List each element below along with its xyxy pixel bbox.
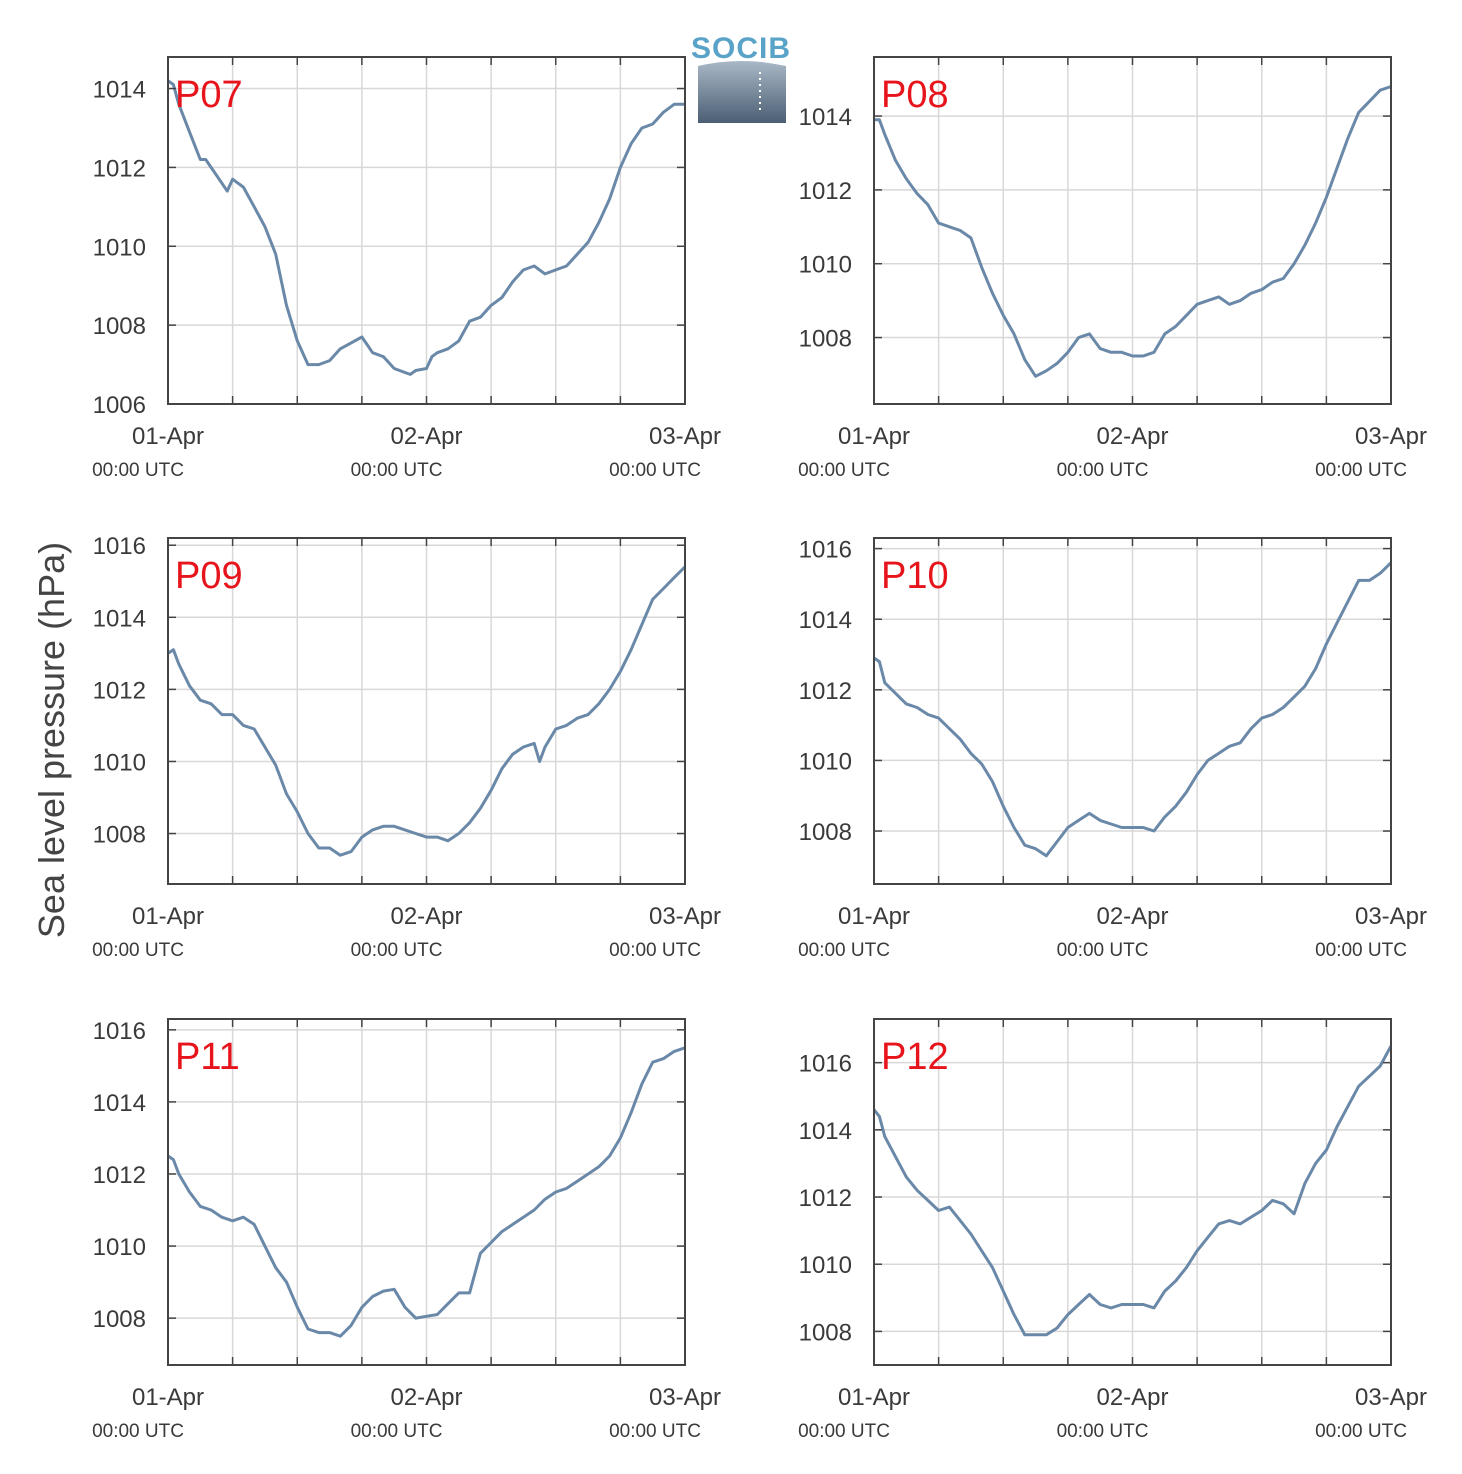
x-tick-sublabel: 00:00 UTC (1057, 460, 1149, 481)
series-line-p08 (874, 85, 1392, 378)
x-tick-sublabel: 00:00 UTC (798, 460, 890, 481)
y-tick-label: 1012 (93, 1162, 146, 1189)
x-tick-sublabel: 00:00 UTC (1057, 1421, 1149, 1442)
x-tick-label: 01-Apr (132, 423, 204, 450)
panel-p07: 1006 1008 1010 1012 1014 01-Apr 00:00 UTC 02-Ap… (92, 56, 721, 481)
y-axis-label: Sea level pressure (hPa) (31, 542, 72, 938)
series-line-p11 (167, 1046, 686, 1338)
panel-p09: 1008 1010 1012 1014 1016 01-Apr 00:00 UTC 02-Ap… (92, 533, 721, 961)
x-tick-sublabel: 00:00 UTC (609, 940, 701, 961)
panel-label: P09 (175, 555, 243, 597)
y-tick-label: 1014 (799, 607, 852, 634)
x-tick-sublabel: 00:00 UTC (798, 940, 890, 961)
x-tick-label: 02-Apr (1096, 1384, 1168, 1411)
panel-p11: 1008 1010 1012 1014 1016 01-Apr 00:00 UTC 02-Ap… (92, 1018, 721, 1442)
y-tick-label: 1012 (799, 678, 852, 705)
x-tick-sublabel: 00:00 UTC (798, 1421, 890, 1442)
socib-logo: SOCIB (691, 32, 791, 123)
y-tick-label: 1010 (93, 749, 146, 776)
x-tick-sublabel: 00:00 UTC (92, 1421, 184, 1442)
panel-label: P07 (175, 74, 243, 116)
x-tick-label: 02-Apr (390, 423, 462, 450)
y-tick-label: 1012 (799, 1185, 852, 1212)
y-tick-label: 1010 (799, 748, 852, 775)
x-tick-label: 01-Apr (132, 1384, 204, 1411)
y-tick-label: 1012 (799, 178, 852, 205)
y-tick-label: 1008 (799, 819, 852, 846)
y-tick-label: 1010 (799, 252, 852, 279)
x-tick-sublabel: 00:00 UTC (92, 940, 184, 961)
series-line-p10 (873, 561, 1393, 858)
x-tick-label: 03-Apr (649, 423, 721, 450)
x-tick-label: 02-Apr (1096, 903, 1168, 930)
x-tick-sublabel: 00:00 UTC (92, 460, 184, 481)
x-tick-sublabel: 00:00 UTC (609, 1421, 701, 1442)
x-tick-label: 03-Apr (649, 903, 721, 930)
panel-label: P10 (881, 555, 949, 597)
x-tick-label: 01-Apr (838, 1384, 910, 1411)
y-tick-label: 1016 (93, 1018, 146, 1045)
x-tick-sublabel: 00:00 UTC (1315, 940, 1407, 961)
series-line-p12 (872, 1045, 1393, 1337)
y-tick-label: 1016 (799, 1051, 852, 1078)
y-tick-label: 1008 (93, 313, 146, 340)
y-tick-label: 1014 (93, 77, 146, 104)
y-tick-label: 1012 (93, 677, 146, 704)
y-tick-label: 1006 (93, 392, 146, 419)
y-tick-label: 1016 (799, 537, 852, 564)
x-tick-sublabel: 00:00 UTC (609, 460, 701, 481)
series-line-p07 (167, 79, 685, 376)
x-tick-sublabel: 00:00 UTC (351, 460, 443, 481)
panel-label: P12 (881, 1036, 949, 1078)
y-tick-label: 1014 (93, 605, 146, 632)
series-line-p09 (167, 565, 687, 857)
y-tick-label: 1014 (799, 1118, 852, 1145)
panel-p10: 1008 1010 1012 1014 1016 01-Apr 00:00 UTC 02-Ap… (798, 537, 1427, 961)
x-tick-sublabel: 00:00 UTC (1315, 1421, 1407, 1442)
y-tick-label: 1014 (799, 104, 852, 131)
x-tick-label: 01-Apr (132, 903, 204, 930)
panels: 1006 1008 1010 1012 1014 01-Apr 00:00 UTC 02-Ap… (92, 56, 1427, 1442)
x-tick-label: 03-Apr (1355, 423, 1427, 450)
panel-label: P08 (881, 74, 949, 116)
x-tick-label: 03-Apr (649, 1384, 721, 1411)
x-tick-label: 03-Apr (1355, 1384, 1427, 1411)
x-tick-label: 02-Apr (390, 1384, 462, 1411)
socib-logo-text: SOCIB (691, 32, 791, 65)
y-tick-label: 1008 (799, 1319, 852, 1346)
y-tick-label: 1010 (93, 234, 146, 261)
x-tick-sublabel: 00:00 UTC (1315, 460, 1407, 481)
y-tick-label: 1012 (93, 155, 146, 182)
x-tick-label: 01-Apr (838, 903, 910, 930)
panel-label: P11 (175, 1036, 240, 1078)
x-tick-label: 02-Apr (1096, 423, 1168, 450)
x-tick-label: 03-Apr (1355, 903, 1427, 930)
y-tick-label: 1008 (799, 326, 852, 353)
x-tick-sublabel: 00:00 UTC (351, 940, 443, 961)
panel-p08: 1008 1010 1012 1014 01-Apr 00:00 UTC 02-Apr 00:… (798, 56, 1427, 481)
y-tick-label: 1008 (93, 822, 146, 849)
panel-p12: 1008 1010 1012 1014 1016 01-Apr 00:00 UTC 02-Ap… (798, 1018, 1427, 1442)
x-tick-sublabel: 00:00 UTC (1057, 940, 1149, 961)
y-tick-label: 1016 (93, 533, 146, 560)
y-tick-label: 1010 (799, 1252, 852, 1279)
x-tick-sublabel: 00:00 UTC (351, 1421, 443, 1442)
y-tick-label: 1008 (93, 1306, 146, 1333)
x-tick-label: 02-Apr (390, 903, 462, 930)
y-tick-label: 1010 (93, 1234, 146, 1261)
x-tick-label: 01-Apr (838, 423, 910, 450)
y-tick-label: 1014 (93, 1090, 146, 1117)
socib-logo-mark (698, 61, 786, 123)
